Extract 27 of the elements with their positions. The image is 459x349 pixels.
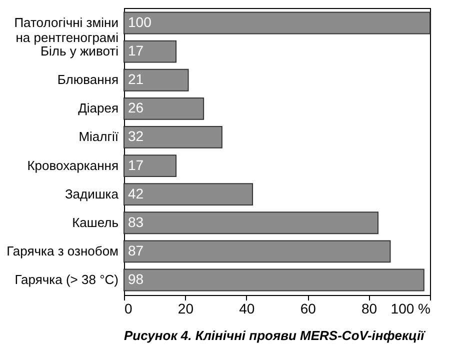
x-tick-label: 60 [300, 300, 316, 316]
data-label: 32 [128, 128, 144, 144]
data-label: 42 [128, 185, 144, 202]
text: Рисунок 4. Клінічні прояви MERS-CoV-інфекції [124, 328, 426, 343]
y-tick-label: Гарячка з ознобом [6, 243, 119, 258]
data-label: 17 [128, 42, 144, 59]
x-tick-label: 100 % [390, 300, 430, 316]
x-tick-label: 0 [124, 300, 132, 316]
y-tick-label: Кровохаркання [27, 158, 118, 173]
data-label: 26 [128, 100, 144, 116]
data-label: 98 [128, 271, 144, 288]
y-tick-label: Гарячка (> 38 °C) [14, 272, 118, 288]
data-label: 17 [128, 156, 144, 173]
x-tick-label: 40 [239, 300, 255, 316]
data-label: 87 [128, 242, 144, 258]
data-label: 83 [128, 214, 144, 230]
data-label: 21 [128, 71, 144, 88]
y-tick-label: Біль у животі [40, 44, 119, 59]
data-label: 100 [128, 14, 152, 30]
x-tick-label: 80 [362, 300, 378, 316]
x-tick-label: 20 [178, 300, 194, 316]
y-tick-label: Діарея [78, 100, 118, 116]
y-tick-label: Задишка [64, 186, 120, 202]
y-tick-label: Блювання [57, 72, 118, 88]
y-tick-label: Патологічні зміни на рентгенограмі [14, 14, 119, 45]
y-tick-label: Кашель [72, 214, 119, 230]
y-tick-label: Міалгії [78, 129, 119, 144]
